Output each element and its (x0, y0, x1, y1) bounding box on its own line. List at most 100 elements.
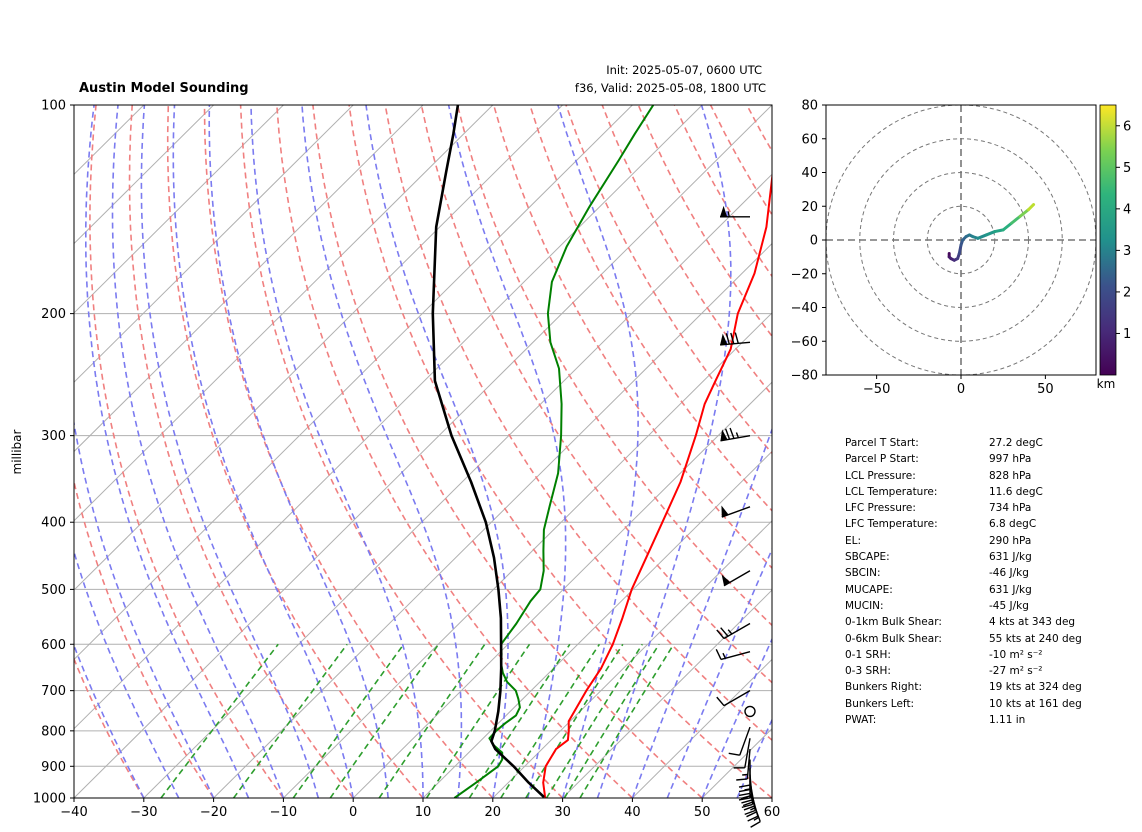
x-tick-label: −30 (130, 805, 157, 820)
mixing-ratio-line (232, 643, 348, 798)
hodograph-rings (826, 105, 1096, 375)
isotherm-line (143, 173, 772, 798)
moist-adiabat (74, 643, 145, 798)
wind-barb (744, 705, 756, 718)
moist-adiabat (250, 105, 424, 798)
stat-label: PWAT: (845, 714, 877, 727)
dry-adiabat (239, 105, 564, 798)
skewt-profiles (431, 105, 772, 798)
stat-value: 19 kts at 324 deg (989, 681, 1082, 694)
dry-adiabat (529, 105, 772, 512)
mixing-ratio-line (563, 643, 660, 798)
isotherm-line (632, 658, 772, 798)
dry-adiabat (819, 105, 1142, 798)
dry-adiabat (601, 105, 772, 397)
hodograph-segment (1001, 221, 1014, 232)
valid-time: f36, Valid: 2025-05-08, 1800 UTC (575, 81, 766, 95)
stat-label: Bunkers Left: (845, 697, 915, 710)
moist-adiabat (666, 547, 772, 798)
moist-adiabat (111, 105, 285, 798)
stat-value: -10 m² s⁻² (989, 648, 1043, 661)
moist-adiabat (172, 105, 354, 798)
stat-value: 290 hPa (989, 534, 1032, 547)
isotherm-line (213, 242, 772, 798)
wind-barb (715, 649, 751, 661)
stat-value: 997 hPa (989, 453, 1032, 466)
mixing-ratio-line (425, 643, 531, 798)
hodograph-segment (1010, 214, 1022, 225)
stat-value: 10 kts at 161 deg (989, 697, 1082, 710)
hodograph-segment (984, 230, 997, 237)
colorbar-tick-label: 5 (1123, 161, 1131, 176)
dry-adiabat (276, 105, 633, 798)
stat-label: 0-3 SRH: (845, 665, 891, 678)
x-tick-label: 10 (415, 805, 432, 820)
skewt-panel: −40 −30 −20 −10 0 10 20 30 40 50 60100200300400500… (10, 99, 1142, 828)
moist-adiabat (74, 549, 180, 798)
wind-barb (720, 332, 751, 346)
wind-barb (716, 622, 751, 640)
dewpoint-profile (453, 105, 655, 798)
hodograph-panel: −50 0 50 −80 −60 −40 −20 0 20 40 60 80 1 2 3 4 5 6 km (791, 99, 1132, 398)
stat-label: 0-1km Bulk Shear: (845, 616, 942, 629)
dry-adiabat (74, 656, 145, 798)
mixing-ratio-line (292, 643, 405, 798)
stat-label: 0-6km Bulk Shear: (845, 632, 942, 645)
wind-barb (736, 749, 751, 781)
moist-adiabat (631, 426, 772, 798)
isotherm-line (74, 105, 772, 798)
stat-label: LFC Temperature: (845, 518, 938, 531)
y-tick-label: 300 (41, 429, 66, 444)
hodograph-axes: −50 0 50 −80 −60 −40 −20 0 20 40 60 80 (791, 99, 1054, 398)
dry-adiabat (637, 105, 772, 338)
stat-value: 734 hPa (989, 502, 1032, 515)
chart-title: Austin Model Sounding (79, 81, 249, 96)
skewt-background-lines (74, 105, 1142, 798)
moist-adiabat (74, 418, 215, 798)
hodo-y-tick-label: −40 (791, 301, 818, 316)
dry-adiabat (492, 105, 772, 570)
colorbar (1099, 104, 1117, 376)
parcel-profile (431, 105, 545, 798)
hodo-y-tick-label: 0 (810, 234, 818, 249)
moist-adiabat (140, 105, 320, 798)
y-tick-label: 100 (41, 99, 66, 114)
colorbar-tick-label: 3 (1123, 244, 1131, 259)
isotherm-line (74, 105, 703, 730)
colorbar-tick-label: 6 (1123, 119, 1131, 134)
moist-adiabat (365, 105, 509, 798)
colorbar-label: km (1097, 377, 1116, 391)
isotherm-line (74, 105, 214, 245)
stat-label: Parcel T Start: (845, 437, 919, 449)
x-tick-label: −40 (60, 805, 87, 820)
mixing-ratio-line (160, 643, 279, 798)
hodo-y-tick-label: 80 (801, 99, 818, 114)
hodo-y-tick-label: 60 (801, 132, 818, 147)
y-tick-label: 500 (41, 583, 66, 598)
hodograph-trace (947, 203, 1036, 262)
dry-adiabat (420, 105, 772, 684)
stat-value: -46 J/kg (989, 567, 1029, 580)
isotherm-line (74, 105, 424, 453)
dry-adiabat (565, 105, 772, 455)
moist-adiabat (596, 105, 732, 798)
stat-label: SBCAPE: (845, 551, 890, 564)
stat-label: MUCIN: (845, 599, 884, 612)
isotherm-line (74, 105, 494, 522)
y-tick-label: 900 (41, 760, 66, 775)
hodo-y-tick-label: −20 (791, 267, 818, 282)
isotherm-line (74, 105, 284, 314)
stat-label: Bunkers Right: (845, 681, 922, 694)
stat-label: LCL Temperature: (845, 485, 938, 498)
dry-adiabat (312, 105, 703, 798)
x-tick-label: 20 (485, 805, 502, 820)
dry-adiabat (384, 105, 772, 742)
stat-label: MUCAPE: (845, 583, 893, 596)
stat-value: 1.11 in (989, 714, 1026, 727)
isotherm-line (422, 450, 772, 798)
dry-adiabat (166, 105, 424, 798)
wind-barb (721, 570, 751, 587)
colorbar-tick-label: 4 (1123, 202, 1131, 217)
x-tick-label: 60 (764, 805, 781, 820)
